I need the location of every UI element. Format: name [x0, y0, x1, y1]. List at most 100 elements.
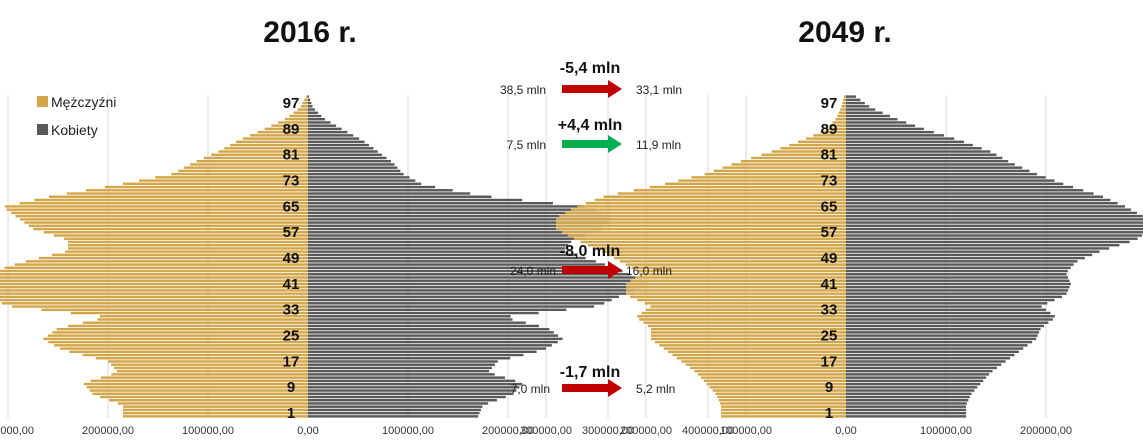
bar-men-2049	[654, 340, 846, 344]
bar-women-2016	[308, 224, 606, 228]
bar-women-2016	[308, 415, 478, 418]
bar-women-2049	[846, 311, 1051, 315]
bar-men-2016	[41, 308, 308, 312]
bar-men-2016	[47, 334, 309, 337]
bar-men-2049	[559, 214, 846, 218]
bar-men-2049	[644, 302, 846, 305]
bar-women-2016	[308, 295, 619, 299]
bar-men-2016	[155, 176, 308, 179]
bar-women-2016	[308, 334, 559, 337]
bar-women-2016	[308, 282, 648, 286]
bar-women-2016	[308, 176, 410, 179]
bar-men-2016	[48, 195, 308, 198]
bar-men-2016	[218, 150, 308, 153]
bar-men-2049	[651, 334, 846, 337]
bar-women-2016	[308, 98, 311, 102]
legend-swatch-women	[37, 124, 48, 135]
bar-women-2016	[308, 153, 383, 156]
bar-women-2049	[846, 101, 865, 105]
bar-men-2049	[650, 305, 846, 308]
bar-men-2049	[700, 376, 846, 379]
bar-men-2016	[14, 263, 309, 266]
bar-men-2016	[171, 172, 308, 176]
bar-women-2049	[846, 331, 1040, 334]
bar-women-2016	[308, 150, 378, 153]
bar-men-2049	[626, 289, 846, 292]
bar-men-2016	[43, 337, 309, 341]
bar-women-2049	[846, 185, 1074, 189]
bar-women-2049	[846, 282, 1071, 286]
bar-women-2016	[308, 237, 577, 240]
bar-men-2049	[709, 386, 846, 389]
bar-women-2016	[308, 234, 586, 237]
bar-men-2016	[28, 224, 309, 228]
bar-women-2049	[846, 357, 1011, 360]
bar-men-2016	[90, 379, 309, 383]
bar-men-2016	[100, 395, 308, 399]
bar-men-2016	[123, 405, 308, 408]
bar-women-2049	[846, 256, 1085, 260]
bar-women-2049	[846, 285, 1070, 289]
bar-women-2016	[308, 231, 594, 234]
change-arrow-icon	[562, 135, 622, 153]
annotation-change: +4,4 mln	[558, 117, 622, 134]
bar-men-2049	[577, 205, 846, 208]
bar-men-2016	[19, 201, 309, 205]
bar-women-2016	[308, 172, 404, 176]
bar-women-2016	[308, 379, 516, 383]
bar-women-2016	[308, 130, 348, 134]
bar-women-2049	[846, 340, 1033, 344]
bar-women-2016	[308, 324, 539, 328]
bar-men-2016	[257, 130, 308, 134]
bar-men-2016	[86, 386, 309, 389]
bar-men-2049	[721, 415, 846, 418]
bar-women-2016	[308, 399, 497, 402]
bar-men-2049	[633, 189, 846, 192]
bar-men-2016	[306, 95, 308, 98]
bar-women-2016	[308, 114, 322, 118]
bar-men-2049	[556, 227, 846, 231]
bar-men-2016	[65, 250, 308, 253]
x-tick-label-2049: 300000,00	[520, 425, 572, 437]
bar-women-2049	[846, 276, 1069, 279]
bar-women-2049	[846, 408, 966, 412]
bar-men-2016	[250, 134, 308, 137]
bar-women-2049	[846, 353, 1015, 357]
bar-men-2049	[573, 237, 846, 240]
age-label-2049: 33	[821, 302, 838, 319]
bar-men-2049	[567, 234, 846, 237]
bar-women-2049	[846, 218, 1143, 221]
bar-women-2049	[846, 108, 876, 111]
bar-men-2049	[641, 311, 846, 315]
bar-women-2016	[308, 402, 489, 405]
x-tick-label-2016: 200000,00	[82, 425, 134, 437]
bar-women-2016	[308, 360, 498, 363]
bar-men-2049	[717, 395, 846, 399]
age-label-2016: 81	[283, 147, 300, 164]
bar-women-2049	[846, 98, 861, 102]
bar-men-2049	[837, 114, 846, 118]
bar-men-2016	[43, 231, 309, 234]
bar-women-2049	[846, 147, 982, 150]
bar-men-2049	[720, 402, 846, 405]
bar-women-2049	[846, 347, 1024, 350]
bar-men-2016	[0, 289, 309, 292]
bar-women-2049	[846, 344, 1028, 347]
chart-title-2016: 2016 r.	[263, 16, 356, 49]
bar-men-2049	[706, 382, 846, 386]
bar-men-2049	[751, 156, 846, 160]
bar-men-2016	[89, 389, 308, 392]
bar-men-2016	[123, 182, 308, 186]
bar-women-2016	[308, 305, 595, 308]
bar-women-2016	[308, 118, 325, 121]
bar-men-2016	[66, 192, 309, 195]
bar-men-2049	[835, 118, 846, 121]
bar-women-2049	[846, 379, 984, 383]
bar-women-2049	[846, 156, 1003, 160]
bar-men-2016	[68, 247, 308, 250]
bar-women-2049	[846, 386, 978, 389]
bar-men-2049	[625, 263, 846, 266]
bar-women-2049	[846, 302, 1048, 305]
bar-men-2049	[587, 243, 846, 247]
